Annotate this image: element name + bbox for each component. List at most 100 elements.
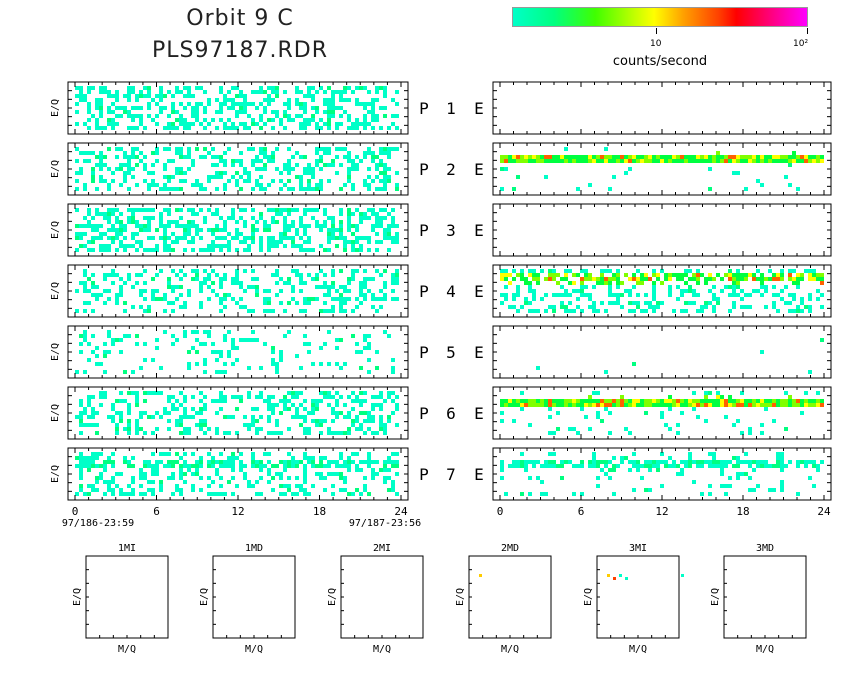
data-cell: [363, 484, 367, 488]
data-cell: [207, 175, 211, 179]
data-cell: [556, 293, 560, 297]
data-cell: [640, 464, 644, 468]
data-cell: [207, 330, 211, 334]
data-cell: [143, 167, 147, 171]
data-cell: [83, 309, 87, 313]
data-cell: [183, 224, 187, 228]
data-cell: [243, 236, 247, 240]
data-cell: [199, 236, 203, 240]
data-cell: [632, 285, 636, 289]
data-cell: [780, 277, 784, 281]
data-cell: [171, 460, 175, 464]
data-cell: [371, 468, 375, 472]
data-cell: [371, 297, 375, 301]
data-cell: [171, 492, 175, 496]
data-cell: [600, 399, 604, 403]
data-cell: [363, 183, 367, 187]
data-cell: [191, 452, 195, 456]
data-cell: [327, 240, 331, 244]
data-cell: [347, 240, 351, 244]
data-cell: [319, 159, 323, 163]
data-cell: [816, 155, 820, 159]
data-cell: [147, 460, 151, 464]
channel-number: 7: [446, 465, 456, 484]
data-cell: [275, 472, 279, 476]
data-cell: [127, 492, 131, 496]
data-cell: [592, 309, 596, 313]
data-cell: [79, 236, 83, 240]
data-cell: [183, 330, 187, 334]
data-cell: [291, 220, 295, 224]
data-cell: [780, 468, 784, 472]
data-cell: [355, 399, 359, 403]
data-cell: [171, 407, 175, 411]
data-cell: [636, 460, 640, 464]
data-cell: [387, 488, 391, 492]
data-cell: [311, 187, 315, 191]
mass-panel-title: 1MI: [118, 543, 136, 554]
data-cell: [391, 208, 395, 212]
data-cell: [235, 248, 239, 252]
data-cell: [704, 159, 708, 163]
data-cell: [520, 159, 524, 163]
data-cell: [235, 273, 239, 277]
data-cell: [608, 468, 612, 472]
data-cell: [231, 464, 235, 468]
data-cell: [215, 236, 219, 240]
data-cell: [239, 240, 243, 244]
data-cell: [740, 273, 744, 277]
data-cell: [552, 305, 556, 309]
data-cell: [319, 309, 323, 313]
data-cell: [656, 468, 660, 472]
data-cell: [395, 273, 399, 277]
data-cell: [287, 277, 291, 281]
data-cell: [620, 395, 624, 399]
data-cell: [167, 179, 171, 183]
data-cell: [299, 244, 303, 248]
data-cell: [155, 102, 159, 106]
data-cell: [311, 362, 315, 366]
data-cell: [732, 277, 736, 281]
data-cell: [135, 126, 139, 130]
data-cell: [111, 126, 115, 130]
data-cell: [267, 244, 271, 248]
data-cell: [259, 460, 263, 464]
data-cell: [191, 106, 195, 110]
data-cell: [195, 179, 199, 183]
mass-panel-frame: [468, 555, 552, 639]
data-cell: [295, 415, 299, 419]
data-cell: [319, 464, 323, 468]
data-cell: [323, 395, 327, 399]
data-cell: [275, 220, 279, 224]
data-cell: [696, 415, 700, 419]
data-cell: [123, 151, 127, 155]
data-cell: [107, 228, 111, 232]
data-cell: [716, 297, 720, 301]
data-cell: [91, 423, 95, 427]
data-cell: [684, 281, 688, 285]
data-cell: [700, 464, 704, 468]
data-cell: [99, 476, 103, 480]
data-cell: [267, 208, 271, 212]
data-cell: [263, 147, 267, 151]
data-cell: [191, 110, 195, 114]
data-cell: [195, 277, 199, 281]
channel-letter: E: [474, 99, 484, 118]
data-cell: [231, 415, 235, 419]
data-cell: [239, 460, 243, 464]
data-cell: [151, 163, 155, 167]
data-cell: [612, 492, 616, 496]
data-cell: [327, 118, 331, 122]
data-cell: [239, 94, 243, 98]
data-cell: [800, 403, 804, 407]
data-cell: [347, 175, 351, 179]
data-cell: [291, 167, 295, 171]
data-cell: [568, 427, 572, 431]
data-cell: [207, 244, 211, 248]
data-cell: [103, 391, 107, 395]
data-cell: [664, 464, 668, 468]
data-cell: [119, 391, 123, 395]
data-cell: [167, 399, 171, 403]
data-cell: [820, 159, 824, 163]
data-cell: [247, 236, 251, 240]
